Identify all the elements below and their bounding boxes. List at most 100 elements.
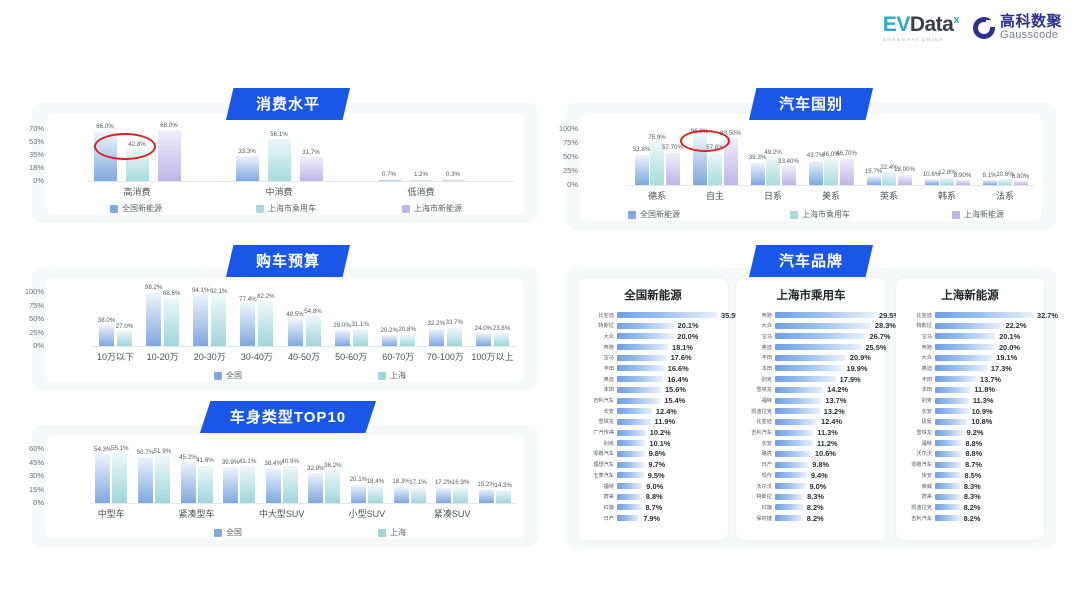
list-item: 比亚迪 12.4%	[740, 417, 878, 427]
bar-value-label: 17.2%	[434, 479, 453, 487]
brand-value: 32.7%	[1037, 310, 1058, 320]
legend-item-1[interactable]: 上海市乘用车	[790, 209, 850, 220]
brand-bar-track: 13.2%	[775, 407, 875, 416]
bar-bodytype-4-1	[282, 466, 298, 503]
bar-country-3-0	[808, 160, 823, 185]
bar-country-5-1	[940, 177, 954, 185]
brand-value: 9.0%	[809, 481, 827, 491]
legend-label: 全国	[226, 528, 242, 537]
bar-consumption-1-2	[299, 157, 323, 181]
bar-value-label: 32.9%	[307, 464, 325, 472]
brand-bar-track: 17.6%	[617, 353, 717, 362]
x-axis-tick: 60-70万	[382, 352, 415, 362]
bar-country-2-2	[781, 166, 796, 185]
bar-value-label: 54.3%	[94, 445, 112, 453]
bar-country-6-2	[1013, 181, 1028, 185]
brand-bar-track: 12.4%	[775, 417, 875, 426]
x-axis-tick: 中消费	[265, 187, 293, 197]
brand-value: 8.3%	[807, 492, 824, 502]
list-item: 吉利汽车 8.2%	[900, 513, 1036, 523]
brand-value: 22.2%	[1005, 321, 1027, 331]
brand-name: 特斯拉	[916, 323, 932, 330]
brand-name: 蔚来	[603, 494, 614, 501]
gausscode-circle-logo-icon	[972, 16, 995, 39]
panel-budget: 100% 75% 50% 25% 0% 38.0% 27.0% 98.2% 88.6% 94.1%…	[25, 268, 538, 390]
chart-card-consumption: 70% 53% 35% 18% 0% 66.0% 42.8% 68.0% 33.3% 56.1% 3…	[29, 113, 524, 215]
brand-name: 凯迪拉克	[751, 408, 772, 415]
brand-name: 沃尔沃	[756, 483, 772, 490]
list-item: 红旗 8.7%	[582, 502, 720, 512]
y-axis-tick: 53%	[28, 136, 44, 146]
brand-name: 理想汽车	[593, 462, 614, 469]
legend-item-0[interactable]: 全国	[214, 527, 242, 538]
bar-country-4-1	[882, 172, 896, 185]
brand-bar-track: 28.3%	[775, 321, 896, 330]
brand-name: 极氪	[921, 419, 932, 426]
legend-label: 上海市乘用车	[802, 210, 850, 219]
legend-swatch	[378, 371, 386, 380]
y-axis-tick: 50%	[562, 152, 578, 161]
bar-value-label: 41.6%	[196, 457, 214, 465]
brand-name: 雪铁龙	[598, 419, 614, 426]
brand-name: 奥迪	[761, 344, 772, 351]
legend-item-2[interactable]: 上海新能源	[952, 209, 1004, 220]
brand-name: 奔驰	[603, 344, 614, 351]
bar-value-label: 29.0%	[333, 321, 351, 329]
y-axis-tick: 15%	[28, 484, 44, 494]
y-axis-tick: 0%	[33, 176, 44, 185]
brand-bar-fill	[775, 429, 814, 436]
legend-item-0[interactable]: 全国新能源	[628, 209, 680, 220]
bar-value-label: 55.1%	[111, 444, 129, 452]
brand-bar-fill	[935, 493, 960, 500]
brand-value: 8.2%	[963, 513, 981, 523]
brand-value: 11.3%	[972, 396, 994, 406]
list-item: 别克 10.1%	[582, 438, 720, 448]
bar-budget-1-0	[146, 292, 162, 346]
list-item: 宝马 17.6%	[582, 353, 720, 363]
list-item: 凯迪拉克 13.2%	[740, 406, 878, 416]
brand-value: 9.8%	[648, 449, 666, 459]
list-item: 沃尔沃 9.0%	[740, 481, 878, 491]
brand-name: 别克	[603, 440, 614, 447]
bar-value-label: 39.9%	[221, 458, 240, 466]
bar-bodytype-1-1	[154, 456, 170, 503]
brand-name: 大众	[761, 323, 772, 330]
bar-value-label: 18.00%	[894, 166, 915, 174]
brand-bar-fill	[935, 418, 968, 425]
bar-value-label: 83.50%	[720, 129, 741, 137]
bar-country-3-2	[839, 158, 854, 185]
legend-swatch	[256, 204, 264, 213]
brand-name: 零跑汽车	[911, 462, 932, 469]
brand-name: 丰田	[921, 376, 932, 383]
list-item: 特斯拉 20.1%	[582, 321, 720, 331]
list-item: 吉利汽车 11.3%	[740, 428, 878, 438]
bar-budget-1-1	[164, 298, 180, 346]
bar-value-label: 98.2%	[144, 284, 163, 292]
x-axis-tick: 20-30万	[193, 352, 226, 362]
brand-bar-track: 11.3%	[935, 396, 1033, 406]
brand-list-title: 全国新能源	[624, 290, 682, 302]
legend-item-2[interactable]: 上海市新能源	[402, 203, 462, 214]
legend-item-1[interactable]: 上海	[378, 527, 406, 538]
legend-item-0[interactable]: 全国	[214, 370, 242, 381]
list-item: 极氪 10.8%	[900, 417, 1036, 427]
x-axis-tick: 70-100万	[426, 352, 464, 362]
brand-value: 9.8%	[812, 460, 830, 470]
list-item: 红旗 8.2%	[740, 502, 878, 512]
list-item: 本田 19.9%	[740, 363, 878, 373]
chart-card-budget: 100% 75% 50% 25% 0% 38.0% 27.0% 98.2% 88.6% 94.1%…	[25, 278, 524, 382]
brand-list-brand_national_nev: 全国新能源 比亚迪 35.5% 特斯拉 20.1% 大众 20.0% 奔驰 18.1% 宝马 17.…	[578, 278, 742, 540]
brand-name: 保时捷	[756, 515, 772, 522]
x-axis-tick: 30-40万	[240, 352, 273, 362]
legend-item-0[interactable]: 全国新能源	[110, 203, 162, 214]
brand-bar-track: 11.9%	[617, 417, 717, 426]
brand-name: 现代	[761, 472, 772, 479]
legend-item-1[interactable]: 上海市乘用车	[256, 203, 316, 214]
legend-swatch	[214, 528, 222, 537]
brand-bar-track: 8.8%	[935, 439, 1033, 448]
legend-item-1[interactable]: 上海	[378, 370, 406, 381]
list-item: 长安 10.9%	[900, 406, 1036, 416]
list-item: 保时捷 8.2%	[740, 513, 878, 523]
brand-value: 15.4%	[664, 396, 686, 406]
bar-bodytype-5-0	[308, 473, 324, 503]
